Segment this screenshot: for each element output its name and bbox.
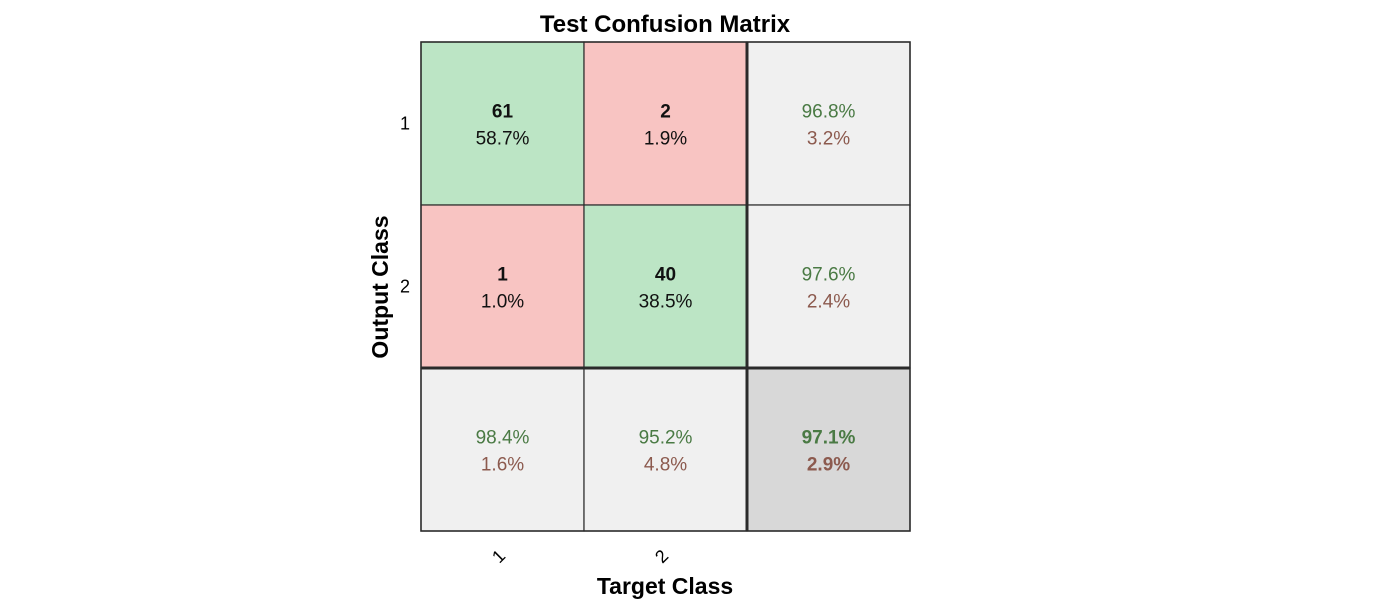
- chart-title: Test Confusion Matrix: [540, 11, 791, 38]
- matrix-border: [420, 41, 911, 532]
- x-axis-label: Target Class: [597, 573, 733, 599]
- matrix-cell-bottom: 1.0%: [481, 292, 524, 313]
- overall-accuracy-top: 97.1%: [802, 428, 856, 449]
- row-summary-cell: [746, 41, 911, 206]
- matrix-cell-top: 2: [660, 102, 671, 123]
- column-summary-cell: [583, 367, 748, 532]
- overall-cell: [746, 367, 911, 532]
- matrix-cell: [583, 204, 748, 369]
- matrix-cell-bottom: 38.5%: [639, 292, 693, 313]
- row-summary-cell: [746, 204, 911, 369]
- column-summary-cell: [420, 367, 585, 532]
- row-summary-bottom: 2.4%: [807, 292, 850, 313]
- column-summary-bottom: 1.6%: [481, 455, 524, 476]
- matrix-cell-top: 1: [497, 265, 508, 286]
- row-summary-bottom: 3.2%: [807, 129, 850, 150]
- matrix-cell-top: 61: [492, 102, 514, 123]
- row-summary-top: 96.8%: [802, 102, 856, 123]
- column-summary-top: 98.4%: [476, 428, 530, 449]
- matrix-cell-bottom: 58.7%: [476, 129, 530, 150]
- matrix-cell: [420, 41, 585, 206]
- x-tick-label: 2: [651, 546, 672, 567]
- column-summary-bottom: 4.8%: [644, 455, 687, 476]
- x-tick-label: 1: [488, 546, 509, 567]
- matrix-grid: 61 58.7% 2 1.9% 1 1.0% 40 38.5% 96.8% 3.2% 97.6% 2.…: [400, 41, 911, 567]
- y-tick-label: 2: [400, 277, 410, 297]
- matrix-cell: [583, 41, 748, 206]
- y-tick-label: 1: [400, 114, 410, 134]
- overall-accuracy-bottom: 2.9%: [807, 455, 850, 476]
- y-axis-label: Output Class: [367, 215, 393, 358]
- column-summary-top: 95.2%: [639, 428, 693, 449]
- matrix-cell: [420, 204, 585, 369]
- matrix-cell-bottom: 1.9%: [644, 129, 687, 150]
- row-summary-top: 97.6%: [802, 265, 856, 286]
- matrix-cell-top: 40: [655, 265, 676, 286]
